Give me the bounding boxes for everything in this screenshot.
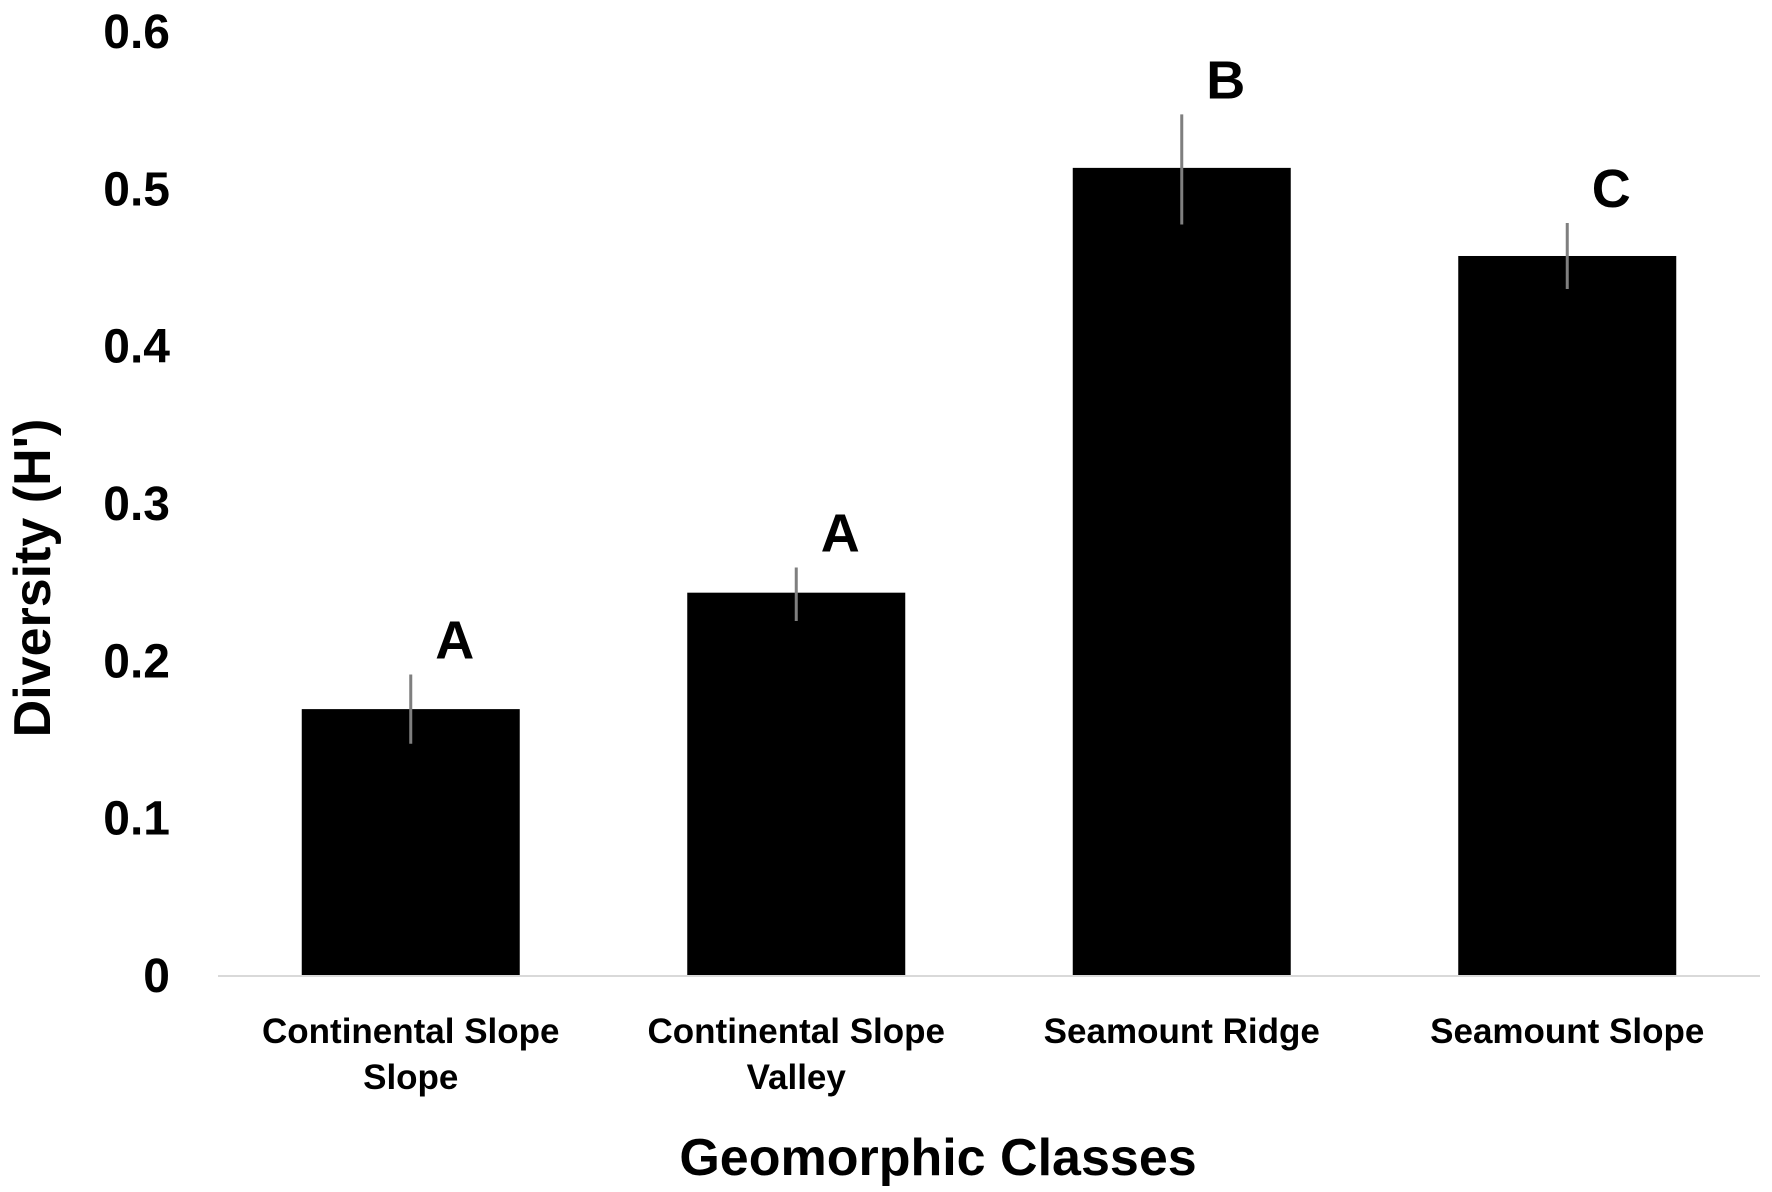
x-axis-category-labels: Continental Slope Slope Continental Slope V… [262,1012,1704,1097]
error-bars [409,114,1569,744]
bar [301,709,520,975]
bars [301,167,1677,975]
significance-label: C [1592,159,1631,219]
x-tick-label: Seamount Ridge [1044,1012,1320,1051]
x-tick-label: Valley [747,1058,847,1097]
bar [1458,255,1677,975]
y-tick-label: 0.4 [103,321,170,374]
significance-labels: A A B C [435,50,1631,670]
x-tick-label: Continental Slope [262,1012,560,1051]
y-tick-label: 0 [143,950,170,1003]
bar [687,592,906,975]
significance-label: A [435,610,474,670]
y-tick-label: 0.3 [103,478,170,531]
y-tick-label: 0.5 [103,163,170,216]
y-tick-label: 0.2 [103,635,170,688]
significance-label: B [1206,50,1245,110]
x-tick-label: Continental Slope [648,1012,946,1051]
y-tick-label: 0.1 [103,793,170,846]
y-axis-title: Diversity (H') [4,419,62,738]
x-axis-title: Geomorphic Classes [679,1129,1196,1187]
x-tick-label: Seamount Slope [1430,1012,1704,1051]
x-tick-label: Slope [363,1058,458,1097]
significance-label: A [821,504,860,564]
y-tick-label: 0.6 [103,6,170,59]
bar [1072,167,1291,975]
y-axis-tick-labels: 0 0.1 0.2 0.3 0.4 0.5 0.6 [103,6,170,1003]
